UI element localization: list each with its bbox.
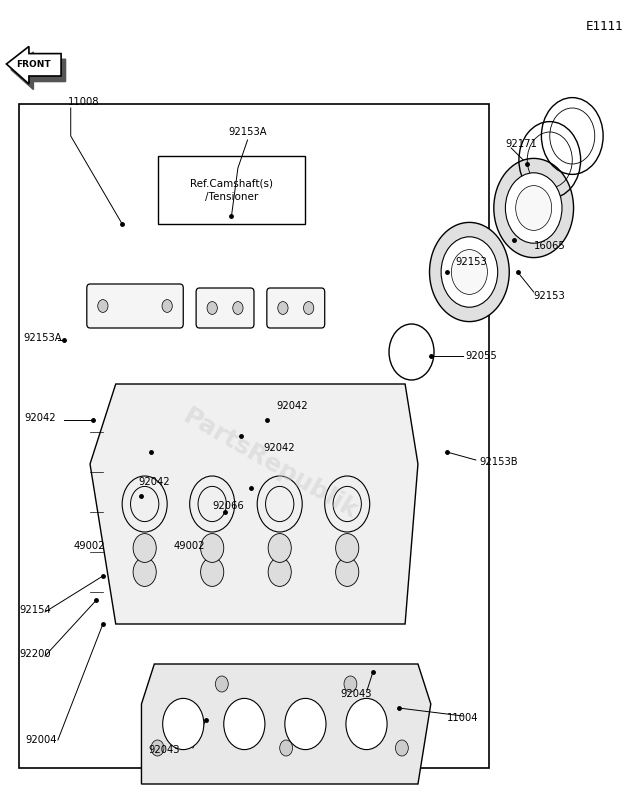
- Polygon shape: [141, 664, 431, 784]
- Circle shape: [516, 186, 552, 230]
- Text: 49002: 49002: [174, 541, 205, 550]
- Circle shape: [201, 534, 224, 562]
- Circle shape: [285, 698, 326, 750]
- Circle shape: [162, 300, 172, 313]
- Circle shape: [278, 302, 288, 314]
- Text: Ref.Camshaft(s)
/Tensioner: Ref.Camshaft(s) /Tensioner: [190, 178, 273, 202]
- Text: 49002: 49002: [74, 541, 105, 550]
- Circle shape: [151, 740, 164, 756]
- Text: 92055: 92055: [466, 351, 497, 361]
- Text: 92154: 92154: [19, 605, 51, 614]
- Circle shape: [268, 534, 291, 562]
- Text: 92042: 92042: [24, 413, 56, 422]
- Text: 92153: 92153: [534, 291, 565, 301]
- Text: 92200: 92200: [19, 650, 51, 659]
- Text: 92042: 92042: [264, 443, 295, 453]
- Circle shape: [201, 558, 224, 586]
- Circle shape: [233, 302, 243, 314]
- Circle shape: [268, 558, 291, 586]
- Text: FRONT: FRONT: [16, 60, 51, 70]
- Circle shape: [494, 158, 574, 258]
- Text: 92042: 92042: [276, 402, 308, 411]
- Circle shape: [280, 740, 293, 756]
- Circle shape: [441, 237, 498, 307]
- Text: 11008: 11008: [68, 98, 99, 107]
- Text: 92153A: 92153A: [23, 333, 62, 342]
- Circle shape: [207, 302, 217, 314]
- Circle shape: [336, 558, 359, 586]
- Circle shape: [430, 222, 509, 322]
- Polygon shape: [11, 52, 66, 90]
- Text: 92004: 92004: [26, 735, 57, 745]
- FancyBboxPatch shape: [267, 288, 325, 328]
- Circle shape: [344, 676, 357, 692]
- Circle shape: [224, 698, 265, 750]
- Circle shape: [98, 300, 108, 313]
- Circle shape: [303, 302, 314, 314]
- Circle shape: [505, 173, 562, 243]
- Text: 92042: 92042: [138, 477, 170, 486]
- Circle shape: [346, 698, 387, 750]
- Text: 92043: 92043: [341, 690, 372, 699]
- Circle shape: [163, 698, 204, 750]
- Text: 16065: 16065: [534, 242, 565, 251]
- Text: E1111: E1111: [586, 20, 624, 33]
- Text: 92153: 92153: [455, 258, 487, 267]
- Circle shape: [451, 250, 487, 294]
- FancyBboxPatch shape: [87, 284, 183, 328]
- Circle shape: [133, 534, 156, 562]
- Circle shape: [395, 740, 408, 756]
- Text: PartsRepublik: PartsRepublik: [179, 404, 361, 524]
- Circle shape: [336, 534, 359, 562]
- Polygon shape: [6, 46, 61, 84]
- Polygon shape: [90, 384, 418, 624]
- Text: 92153A: 92153A: [228, 127, 267, 137]
- Text: 92066: 92066: [212, 502, 244, 511]
- Circle shape: [215, 676, 228, 692]
- Text: 92153B: 92153B: [479, 458, 518, 467]
- FancyBboxPatch shape: [158, 156, 305, 224]
- Text: 92043: 92043: [148, 746, 179, 755]
- FancyBboxPatch shape: [196, 288, 254, 328]
- Circle shape: [133, 558, 156, 586]
- Text: 92171: 92171: [505, 139, 538, 149]
- Text: 11004: 11004: [447, 714, 478, 723]
